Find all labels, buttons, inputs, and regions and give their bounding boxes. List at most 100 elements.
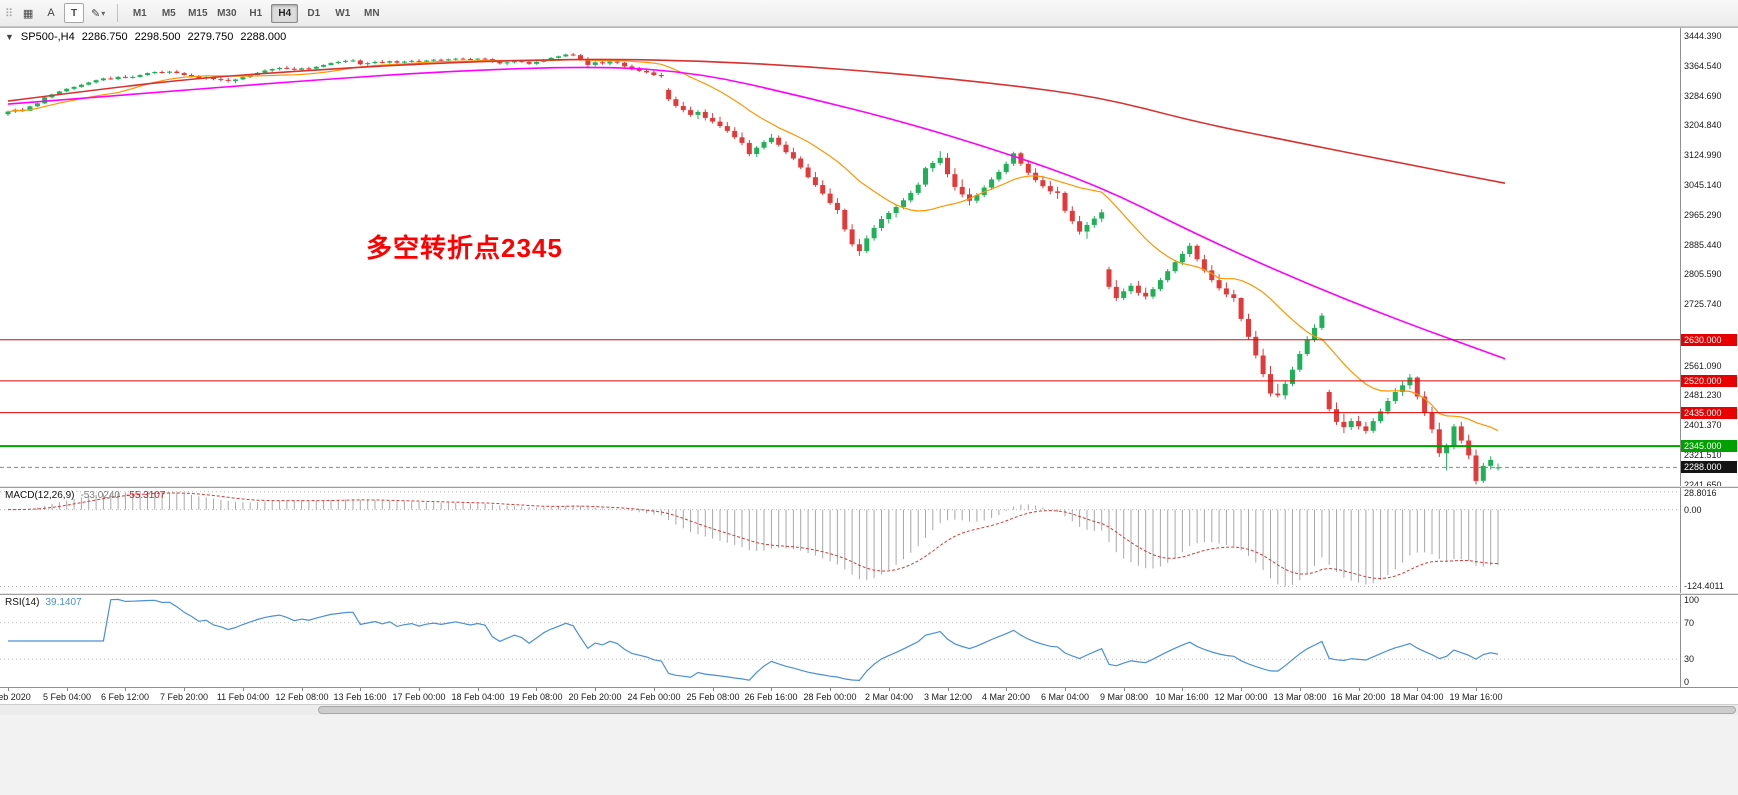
time-axis-label: 3 Mar 12:00 (923, 692, 973, 702)
macd-row: MACD(12,26,9) -53.0240 -55.3107 28.8016 0… (0, 488, 1738, 593)
time-tick (595, 688, 596, 691)
rsi-row: RSI(14) 39.1407 100 70 30 0 (0, 595, 1738, 687)
price-axis-label: 2805.590 (1684, 269, 1722, 279)
time-tick (1124, 688, 1125, 691)
panel-divider[interactable] (0, 486, 1738, 488)
time-axis-label: 12 Mar 00:00 (1214, 692, 1268, 702)
time-tick (360, 688, 361, 691)
time-tick (478, 688, 479, 691)
price-badge: 2520.000 (1681, 375, 1737, 387)
macd-axis-label: 28.8016 (1684, 488, 1717, 498)
toolbar-grip[interactable]: ⠿ (5, 7, 14, 20)
time-tick (125, 688, 126, 691)
time-axis-label: 18 Mar 04:00 (1390, 692, 1444, 702)
horizontal-scrollbar[interactable] (0, 704, 1738, 715)
time-tick (1300, 688, 1301, 691)
one-click-trading-toggle[interactable]: ▼ (5, 32, 14, 42)
timeframe-button-mn[interactable]: MN (364, 7, 380, 19)
chart-annotation[interactable]: 多空转折点2345 (366, 233, 563, 263)
price-axis-label: 2885.440 (1684, 240, 1722, 250)
timeframe-button-h1[interactable]: H1 (249, 7, 263, 19)
macd-name: MACD(12,26,9) (5, 490, 75, 501)
macd-label: MACD(12,26,9) -53.0240 -55.3107 (5, 490, 165, 501)
low-value: 2279.750 (187, 31, 234, 43)
close-value: 2288.000 (240, 31, 287, 43)
timeframe-button-h4[interactable]: H4 (271, 3, 299, 23)
timeframe-button-m15[interactable]: M15 (188, 7, 208, 19)
price-badge: 2345.000 (1681, 440, 1737, 452)
pencil-icon: ✎ (91, 7, 101, 20)
time-tick (243, 688, 244, 691)
panel-divider-2[interactable] (0, 593, 1738, 595)
candlestick-chart-canvas[interactable] (0, 28, 1680, 486)
macd-panel[interactable]: MACD(12,26,9) -53.0240 -55.3107 (0, 488, 1680, 593)
price-axis-label: 3444.390 (1684, 31, 1722, 41)
chart-window: ▼ SP500-,H4 2286.750 2298.500 2279.750 2… (0, 27, 1738, 795)
toolbar-separator (117, 4, 119, 22)
macd-axis-label: 0.00 (1684, 505, 1702, 515)
time-axis-label: 24 Feb 00:00 (627, 692, 681, 702)
timeframe-buttons: M1 M5 M15 M30 H1 H4 D1 W1 MN (126, 3, 385, 23)
draw-tool-button[interactable]: ✎ ▾ (87, 3, 109, 23)
price-axis-label: 2965.290 (1684, 210, 1722, 220)
text-tool-button[interactable]: T (64, 3, 85, 23)
price-badge: 2288.000 (1681, 461, 1737, 473)
price-axis-label: 3204.840 (1684, 120, 1722, 130)
rsi-axis-label: 70 (1684, 618, 1695, 628)
time-axis-label: 26 Feb 16:00 (744, 692, 798, 702)
time-tick (1476, 688, 1477, 691)
time-axis-label: 7 Feb 20:00 (159, 692, 209, 702)
time-axis-label: 11 Feb 04:00 (216, 692, 270, 702)
time-tick (302, 688, 303, 691)
time-tick (1417, 688, 1418, 691)
macd-axis-label: -124.4011 (1684, 581, 1724, 591)
main-chart-panel[interactable]: ▼ SP500-,H4 2286.750 2298.500 2279.750 2… (0, 28, 1680, 486)
price-axis-label: 2561.090 (1684, 361, 1722, 371)
time-tick (536, 688, 537, 691)
time-axis-label: 6 Mar 04:00 (1040, 692, 1090, 702)
timeframe-button-m5[interactable]: M5 (161, 7, 176, 19)
price-badge: 2630.000 (1681, 334, 1737, 346)
chart-windows-button[interactable]: ▦ (18, 3, 38, 23)
price-axis-label: 2401.370 (1684, 420, 1722, 430)
macd-signal-value: -55.3107 (125, 490, 166, 501)
open-value: 2286.750 (81, 31, 128, 43)
time-axis-label: 16 Mar 20:00 (1332, 692, 1386, 702)
price-axis-label: 3045.140 (1684, 180, 1722, 190)
time-tick (713, 688, 714, 691)
time-axis-label: 25 Feb 08:00 (686, 692, 740, 702)
macd-chart-canvas (0, 488, 1680, 593)
rsi-chart-canvas (0, 595, 1680, 687)
timeframe-button-d1[interactable]: D1 (307, 7, 321, 19)
top-toolbar: ⠿ ▦ A T ✎ ▾ M1 M5 M15 M30 H1 H4 D1 W1 MN (0, 0, 1738, 27)
time-axis-label: 13 Mar 08:00 (1273, 692, 1327, 702)
price-axis-label: 3364.540 (1684, 61, 1722, 71)
tool-a-button[interactable]: A (47, 7, 55, 19)
time-tick (8, 688, 9, 691)
price-axis-label: 3284.690 (1684, 91, 1722, 101)
ohlc-readout: ▼ SP500-,H4 2286.750 2298.500 2279.750 2… (5, 31, 286, 43)
bottom-spacer (0, 715, 1738, 795)
timeframe-button-m30[interactable]: M30 (217, 7, 237, 19)
price-axis-label: 2725.740 (1684, 299, 1722, 309)
scrollbar-handle[interactable] (318, 706, 1736, 714)
time-axis[interactable]: 3 Feb 2020 5 Feb 04:00 6 Feb 12:00 7 Feb 20… (0, 687, 1738, 704)
time-axis-label: 20 Feb 20:00 (568, 692, 622, 702)
time-tick (1241, 688, 1242, 691)
time-axis-label: 9 Mar 08:00 (1099, 692, 1149, 702)
rsi-name: RSI(14) (5, 597, 40, 608)
time-tick (654, 688, 655, 691)
time-axis-label: 5 Feb 04:00 (42, 692, 92, 702)
rsi-panel[interactable]: RSI(14) 39.1407 (0, 595, 1680, 687)
time-tick (419, 688, 420, 691)
time-axis-label: 19 Feb 08:00 (509, 692, 563, 702)
time-tick (889, 688, 890, 691)
timeframe-button-w1[interactable]: W1 (335, 7, 351, 19)
rsi-axis-label: 0 (1684, 677, 1690, 687)
price-axis[interactable]: 3444.390 3364.540 3284.690 3204.840 3124.990… (1680, 28, 1738, 486)
time-tick (830, 688, 831, 691)
macd-axis: 28.8016 0.00 -124.4011 (1680, 488, 1738, 593)
time-tick (1182, 688, 1183, 691)
time-axis-label: 4 Mar 20:00 (981, 692, 1031, 702)
timeframe-button-m1[interactable]: M1 (132, 7, 147, 19)
